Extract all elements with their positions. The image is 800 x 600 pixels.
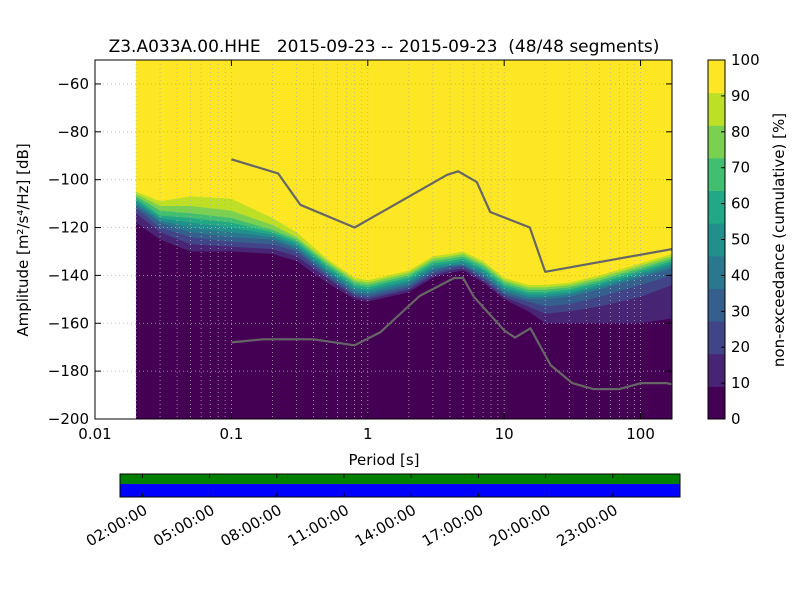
colorbar-tick-label: 30 — [731, 302, 750, 320]
colorbar-tick-label: 10 — [731, 374, 750, 392]
data-coverage-bar: 02:00:00 05:00:00 08:00:00 11:00:00 14:00:00… — [83, 473, 681, 550]
coverage-time-label: 23:00:00 — [553, 501, 620, 550]
colorbar-swatch — [708, 353, 725, 387]
chart-title: Z3.A033A.00.HHE 2015-09-23 -- 2015-09-23… — [109, 37, 660, 57]
x-tick-label: 10 — [495, 425, 514, 443]
coverage-time-label: 17:00:00 — [419, 501, 486, 550]
coverage-psd-strip — [120, 484, 680, 497]
plot-frame — [94, 59, 673, 420]
colorbar-ticks: 0 10 20 30 40 50 60 70 80 90 100 — [721, 51, 760, 428]
coverage-time-label: 20:00:00 — [486, 501, 553, 550]
coverage-time-label: 02:00:00 — [83, 501, 150, 550]
colorbar: 0 10 20 30 40 50 60 70 80 90 100 non-exceedance (c… — [707, 51, 788, 428]
heatmap-band-5 — [136, 222, 672, 419]
plot-area: 0.01 0.1 1 10 100 −60 −80 −100 −120 −140 −160 −180… — [48, 59, 673, 443]
colorbar-swatch — [708, 255, 725, 289]
colorbar-swatch — [708, 321, 725, 355]
colorbar-tick-label: 90 — [731, 87, 750, 105]
x-tick-label: 0.01 — [78, 425, 111, 443]
x-axis-ticks: 0.01 0.1 1 10 100 — [78, 60, 655, 443]
grid-lines — [94, 60, 672, 420]
colorbar-tick-label: 80 — [731, 123, 750, 141]
colorbar-swatch — [708, 92, 725, 126]
colorbar-tick-label: 50 — [731, 231, 750, 249]
x-tick-label: 0.1 — [219, 425, 243, 443]
colorbar-tick-label: 60 — [731, 195, 750, 213]
colorbar-swatch — [708, 60, 725, 94]
y-tick-label: −200 — [48, 410, 89, 428]
y-tick-label: −180 — [48, 362, 89, 380]
noise-model-nlnm — [231, 276, 672, 391]
coverage-time-label: 11:00:00 — [285, 501, 352, 550]
colorbar-swatch — [708, 157, 725, 192]
colorbar-swatch — [708, 288, 725, 322]
noise-models — [231, 158, 672, 391]
ppsd-heatmap — [136, 60, 672, 419]
y-axis-ticks: −60 −80 −100 −120 −140 −160 −180 −200 — [48, 75, 672, 428]
coverage-time-label: 05:00:00 — [150, 501, 217, 550]
y-tick-label: −100 — [48, 171, 89, 189]
coverage-time-label: 14:00:00 — [352, 501, 419, 550]
colorbar-swatch — [708, 386, 725, 420]
colorbar-tick-label: 40 — [731, 266, 750, 284]
x-tick-label: 100 — [626, 425, 655, 443]
colorbar-tick-label: 70 — [731, 159, 750, 177]
y-tick-label: −160 — [48, 314, 89, 332]
colorbar-swatches — [708, 60, 725, 420]
colorbar-swatch — [708, 190, 725, 224]
y-tick-label: −80 — [57, 123, 89, 141]
x-tick-label: 1 — [363, 425, 373, 443]
coverage-data-strip — [120, 474, 680, 484]
y-tick-label: −120 — [48, 219, 89, 237]
colorbar-tick-label: 100 — [731, 51, 760, 69]
coverage-time-label: 08:00:00 — [217, 501, 284, 550]
coverage-frame — [119, 473, 681, 498]
colorbar-swatch — [708, 125, 725, 159]
y-axis-label: Amplitude [m²/s⁴/Hz] [dB] — [14, 143, 32, 336]
y-tick-label: −60 — [57, 75, 89, 93]
colorbar-label: non-exceedance (cumulative) [%] — [770, 113, 788, 367]
colorbar-swatch — [708, 223, 725, 257]
noise-model-nhnm — [231, 158, 672, 273]
y-tick-label: −140 — [48, 266, 89, 284]
colorbar-tick-label: 0 — [731, 410, 741, 428]
colorbar-tick-label: 20 — [731, 338, 750, 356]
x-axis-label: Period [s] — [348, 451, 419, 469]
